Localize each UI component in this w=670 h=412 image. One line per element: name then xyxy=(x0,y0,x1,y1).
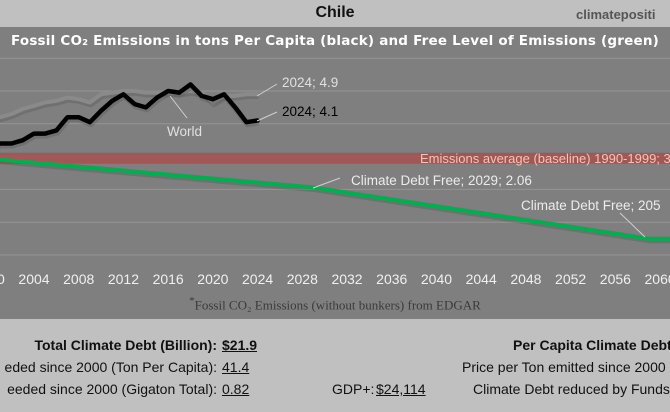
debt-free-1-leader xyxy=(312,177,341,189)
world-end-label: 2024; 4.9 xyxy=(282,75,338,90)
series-line-world xyxy=(0,89,260,120)
ton-per-capita-label: eded since 2000 (Ton Per Capita): xyxy=(4,359,217,375)
chart-svg: Emissions average (baseline) 1990-1999; … xyxy=(0,57,670,287)
funds-label: Climate Debt reduced by Funds xyxy=(473,381,670,397)
gigaton-total-value: 0.82 xyxy=(222,381,250,397)
series-line-chile xyxy=(0,82,260,146)
gigaton-total-label: eeded since 2000 (Gigaton Total): xyxy=(7,381,217,397)
x-tick-label: 2020 xyxy=(197,271,228,287)
debt-free-1-label: Climate Debt Free; 2029; 2.06 xyxy=(351,173,532,188)
x-tick-label: 2056 xyxy=(600,271,631,287)
debt-free-2-label: Climate Debt Free; 205 xyxy=(521,198,661,213)
x-tick-label: 2032 xyxy=(331,271,362,287)
x-tick-label: 2000 xyxy=(0,271,5,287)
x-tick-label: 2036 xyxy=(376,271,407,287)
world-label: World xyxy=(167,124,202,139)
total-debt-label: Total Climate Debt (Billion): xyxy=(34,337,217,353)
chile-end-leader xyxy=(256,111,278,122)
gdp-value: $24,114 xyxy=(376,381,426,397)
x-tick-label: 2024 xyxy=(242,271,273,287)
x-tick-label: 2016 xyxy=(153,271,184,287)
gdp-label: GDP+: xyxy=(332,381,375,397)
world-end-leader xyxy=(256,83,278,97)
x-tick-label: 2040 xyxy=(421,271,452,287)
debt-free-2-leader xyxy=(619,212,646,238)
per-capita-debt-label: Per Capita Climate Debt xyxy=(513,337,670,353)
x-tick-label: 2060 xyxy=(645,271,670,287)
chile-end-label: 2024; 4.1 xyxy=(282,104,338,119)
country-title: Chile xyxy=(315,4,355,21)
x-tick-label: 2012 xyxy=(108,271,139,287)
world-leader xyxy=(169,95,188,119)
site-logo-text: climatepositi xyxy=(576,7,656,22)
baseline-label: Emissions average (baseline) 1990-1999; … xyxy=(420,151,670,166)
series-line-free-level-of-emissions xyxy=(0,157,670,241)
x-tick-label: 2028 xyxy=(287,271,318,287)
footnote-text: Fossil CO₂ Emissions (without bunkers) f… xyxy=(194,297,481,313)
x-tick-label: 2004 xyxy=(18,271,49,287)
total-debt-value: $21.9 xyxy=(222,337,258,353)
ton-per-capita-value: 41.4 xyxy=(222,359,250,375)
header: Chile climatepositi xyxy=(0,0,670,27)
footnote: *Fossil CO₂ Emissions (without bunkers) … xyxy=(0,295,670,313)
emissions-chart: Emissions average (baseline) 1990-1999; … xyxy=(0,27,670,319)
x-tick-label: 2048 xyxy=(510,271,541,287)
price-per-ton-label: Price per Ton emitted since 2000 xyxy=(462,359,666,375)
baseline-band xyxy=(0,152,670,164)
x-tick-label: 2008 xyxy=(63,271,94,287)
footnote-mark: * xyxy=(189,295,195,307)
chart-title: Fossil CO₂ Emissions in tons Per Capita … xyxy=(10,33,660,49)
x-tick-label: 2052 xyxy=(555,271,586,287)
x-tick-label: 2044 xyxy=(466,271,497,287)
